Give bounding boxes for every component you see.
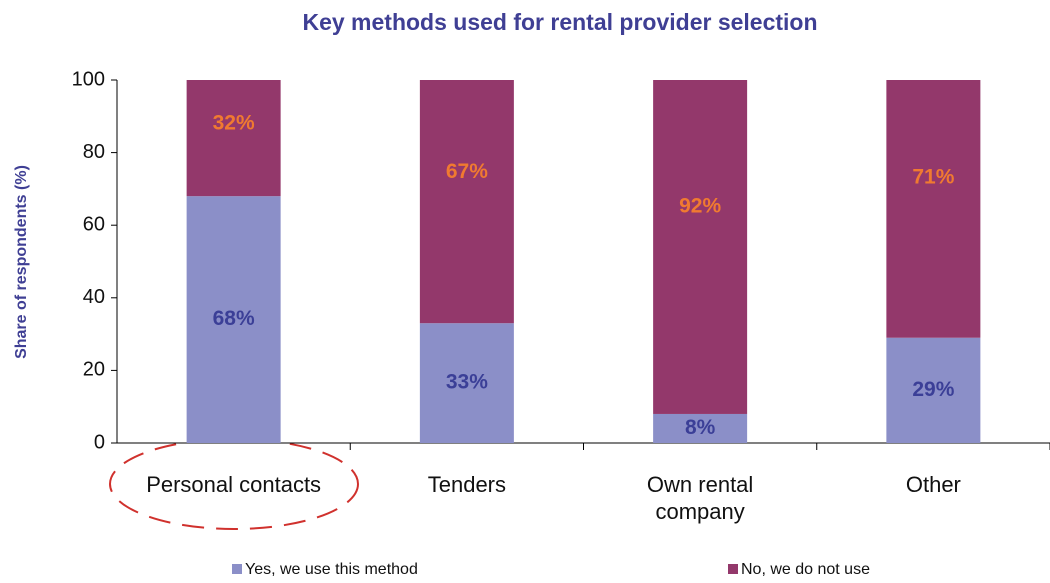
legend-swatch [728, 564, 738, 574]
x-tick-label: Own rental company [646, 472, 754, 524]
data-label: 67% [446, 160, 488, 183]
data-label: 33% [446, 371, 488, 394]
bar-segment [419, 80, 514, 324]
data-label: 68% [213, 307, 255, 330]
x-tick-label: Tenders [427, 472, 507, 497]
bar-segment [653, 413, 748, 443]
legend-label: No, we do not use [741, 561, 870, 578]
y-tick-label: 0 [94, 431, 105, 453]
bar-segment [186, 196, 281, 443]
y-tick-label: 100 [72, 68, 105, 90]
chart-title: Key methods used for rental provider sel… [302, 9, 817, 35]
data-label: 32% [213, 112, 255, 135]
bar-segment [886, 80, 981, 338]
y-tick-label: 40 [83, 286, 105, 308]
bar-segment [186, 80, 281, 197]
data-label: 71% [912, 165, 954, 188]
y-tick-label: 20 [83, 359, 105, 381]
y-tick-label: 80 [83, 141, 105, 163]
data-label: 8% [685, 416, 716, 439]
x-tick-label: Personal contacts [146, 472, 322, 497]
bar-segment [419, 323, 514, 443]
legend-swatch [232, 564, 242, 574]
data-label: 29% [912, 378, 954, 401]
bar-segment [653, 80, 748, 414]
x-tick-label: Other [905, 472, 961, 497]
bar-segment [886, 337, 981, 443]
y-tick-label: 60 [83, 213, 105, 235]
data-label: 92% [679, 194, 721, 217]
y-axis-label: Share of respondents (%) [13, 165, 30, 359]
legend-label: Yes, we use this method [245, 561, 418, 578]
